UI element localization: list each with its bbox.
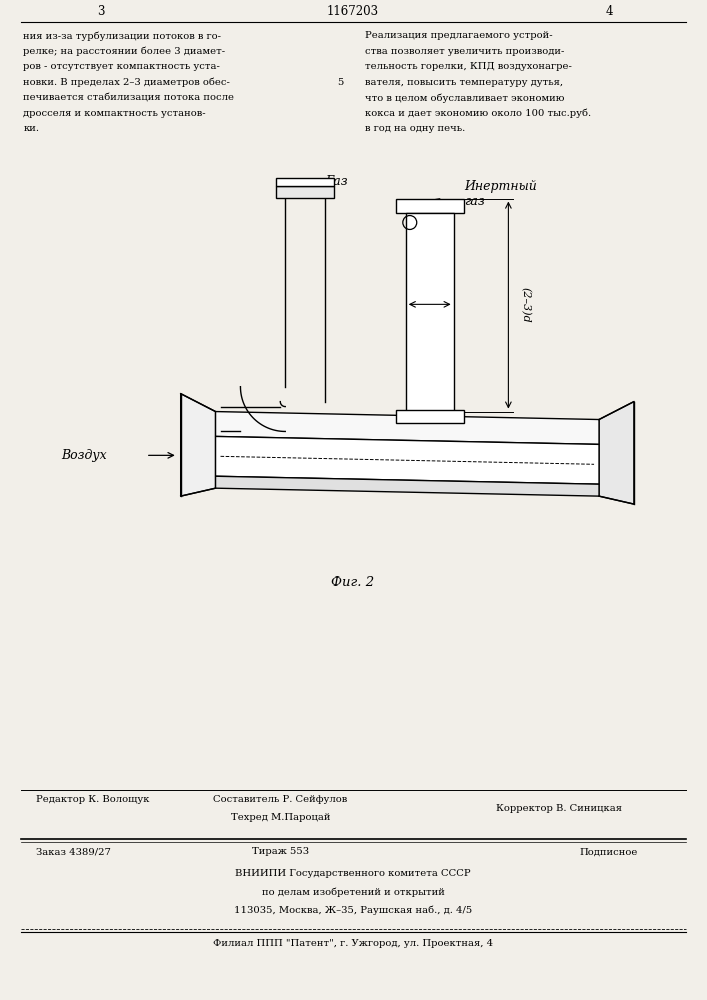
Text: по делам изобретений и открытий: по делам изобретений и открытий bbox=[262, 887, 445, 897]
Polygon shape bbox=[599, 402, 634, 504]
Text: Заказ 4389/27: Заказ 4389/27 bbox=[36, 847, 111, 856]
Text: ния из-за турбулизации потоков в го-: ния из-за турбулизации потоков в го- bbox=[23, 31, 221, 41]
Text: что в целом обуславливает экономию: что в целом обуславливает экономию bbox=[365, 93, 564, 103]
Text: кокса и дает экономию около 100 тыс.руб.: кокса и дает экономию около 100 тыс.руб. bbox=[365, 109, 591, 118]
Text: (2–3)d: (2–3)d bbox=[520, 287, 531, 323]
Text: 1167203: 1167203 bbox=[327, 5, 379, 18]
Polygon shape bbox=[216, 436, 599, 484]
Text: новки. В пределах 2–3 диаметров обес-: новки. В пределах 2–3 диаметров обес- bbox=[23, 78, 230, 87]
Text: печивается стабилизация потока после: печивается стабилизация потока после bbox=[23, 93, 234, 102]
Text: Тираж 553: Тираж 553 bbox=[252, 847, 309, 856]
Text: ки.: ки. bbox=[23, 124, 40, 133]
Text: ВНИИПИ Государственного комитета СССР: ВНИИПИ Государственного комитета СССР bbox=[235, 869, 471, 878]
Text: Фиг. 2: Фиг. 2 bbox=[332, 576, 375, 589]
Polygon shape bbox=[181, 394, 216, 496]
Polygon shape bbox=[216, 476, 599, 496]
Bar bbox=[276, 178, 334, 186]
Text: Редактор К. Волощук: Редактор К. Волощук bbox=[36, 795, 150, 804]
Text: Газ: Газ bbox=[325, 175, 348, 188]
Text: ров - отсутствует компактность уста-: ров - отсутствует компактность уста- bbox=[23, 62, 220, 71]
Text: Корректор В. Синицкая: Корректор В. Синицкая bbox=[496, 804, 622, 813]
Text: 113035, Москва, Ж–35, Раушская наб., д. 4/5: 113035, Москва, Ж–35, Раушская наб., д. … bbox=[234, 905, 472, 915]
Text: Составитель Р. Сейфулов: Составитель Р. Сейфулов bbox=[214, 795, 347, 804]
Text: Филиал ППП "Патент", г. Ужгород, ул. Проектная, 4: Филиал ППП "Патент", г. Ужгород, ул. Про… bbox=[213, 939, 493, 948]
Bar bbox=[406, 213, 454, 417]
Text: в год на одну печь.: в год на одну печь. bbox=[365, 124, 465, 133]
Text: 3: 3 bbox=[98, 5, 105, 18]
Text: 5: 5 bbox=[337, 78, 343, 87]
Text: d: d bbox=[426, 314, 433, 327]
Text: Реализация предлагаемого устрой-: Реализация предлагаемого устрой- bbox=[365, 31, 553, 40]
Text: дросселя и компактность установ-: дросселя и компактность установ- bbox=[23, 109, 206, 118]
Text: Техред М.Пароцай: Техред М.Пароцай bbox=[230, 813, 330, 822]
Text: 4: 4 bbox=[605, 5, 613, 18]
Text: релке; на расстоянии более 3 диамет-: релке; на расстоянии более 3 диамет- bbox=[23, 47, 226, 56]
Text: вателя, повысить температуру дутья,: вателя, повысить температуру дутья, bbox=[365, 78, 563, 87]
Text: газ: газ bbox=[464, 195, 485, 208]
Bar bbox=[276, 186, 334, 198]
Bar bbox=[396, 410, 464, 423]
Bar bbox=[396, 199, 464, 213]
Text: тельность горелки, КПД воздухонагре-: тельность горелки, КПД воздухонагре- bbox=[365, 62, 572, 71]
Polygon shape bbox=[216, 412, 599, 444]
Text: ства позволяет увеличить производи-: ства позволяет увеличить производи- bbox=[365, 47, 564, 56]
Text: Воздух: Воздух bbox=[61, 449, 107, 462]
Text: Подписное: Подписное bbox=[579, 847, 638, 856]
Text: Инертный: Инертный bbox=[464, 180, 537, 193]
